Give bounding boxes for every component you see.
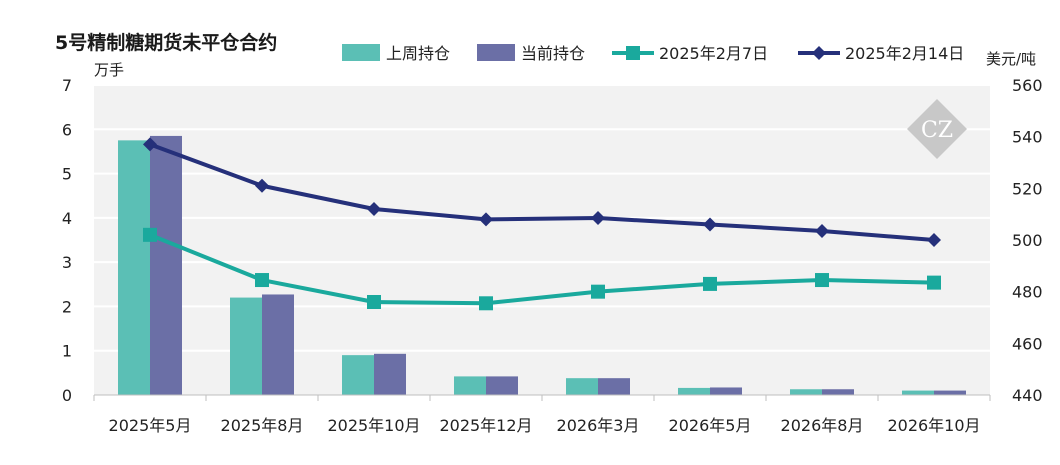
right-tick-label: 500 (1012, 231, 1043, 250)
series-line (149, 142, 935, 242)
legend-swatch (342, 44, 380, 61)
left-tick-label: 7 (62, 76, 72, 95)
bar (150, 135, 182, 395)
plot-area (94, 85, 990, 395)
x-tick-label: 2026年10月 (887, 416, 980, 435)
watermark-diamond (907, 99, 967, 159)
line-series (143, 137, 941, 311)
legend-label: 上周持仓 (386, 44, 450, 63)
bar-series (118, 135, 966, 395)
data-point (479, 212, 493, 227)
right-axis-unit: 美元/吨 (986, 50, 1036, 68)
right-tick-label: 480 (1012, 283, 1043, 302)
data-point (927, 275, 941, 290)
bar (454, 376, 486, 395)
left-tick-label: 6 (62, 120, 72, 139)
left-tick-label: 2 (62, 297, 72, 316)
left-tick-label: 1 (62, 342, 72, 361)
right-axis-ticks: 440 460 480 500 520 540 560 (1012, 76, 1043, 405)
legend-marker (812, 46, 826, 60)
right-tick-label: 540 (1012, 128, 1043, 147)
left-axis-ticks: 0 1 2 3 4 5 6 7 (62, 76, 72, 405)
chart-title: 5号精制糖期货未平仓合约 (55, 31, 277, 54)
data-point (143, 227, 157, 242)
bar (790, 389, 822, 395)
data-point (591, 284, 605, 299)
legend: 上周持仓 当前持仓 2025年2月7日 2025年2月14日 (342, 44, 964, 63)
bar (118, 140, 150, 395)
data-point (479, 296, 493, 311)
bar (598, 378, 630, 395)
x-axis-ticks: 2025年5月 2025年8月 2025年10月 2025年12月 2026年3月 202… (109, 416, 981, 435)
x-tick-label: 2025年12月 (439, 416, 532, 435)
x-tick-label: 2025年10月 (327, 416, 420, 435)
x-tick-label: 2026年8月 (781, 416, 864, 435)
legend-label: 2025年2月14日 (845, 44, 964, 63)
left-tick-label: 3 (62, 253, 72, 272)
bar (710, 387, 742, 395)
bar (822, 389, 854, 395)
watermark-text: CZ (921, 118, 953, 143)
bar (934, 390, 966, 395)
bar (374, 353, 406, 395)
x-tick-label: 2025年5月 (109, 416, 192, 435)
watermark-logo: CZ (907, 99, 967, 159)
data-point (591, 211, 605, 226)
legend-label: 当前持仓 (521, 44, 585, 63)
legend-label: 2025年2月7日 (659, 44, 768, 63)
data-point (367, 202, 381, 216)
left-tick-label: 0 (62, 386, 72, 405)
data-point (927, 233, 941, 247)
data-point (815, 273, 829, 288)
bar (902, 390, 934, 395)
x-axis (93, 394, 991, 401)
bar (678, 387, 710, 395)
data-point (815, 223, 829, 238)
right-tick-label: 520 (1012, 179, 1043, 198)
data-point (703, 276, 717, 291)
data-point (255, 273, 269, 288)
series-line (149, 232, 935, 306)
left-tick-label: 5 (62, 165, 72, 184)
x-tick-label: 2025年8月 (221, 416, 304, 435)
bar (342, 355, 374, 395)
data-point (143, 137, 157, 152)
bar (262, 294, 294, 395)
x-tick-label: 2026年3月 (557, 416, 640, 435)
bar (486, 376, 518, 395)
data-point (367, 295, 381, 309)
legend-swatch (477, 44, 515, 61)
data-point (703, 217, 717, 232)
right-tick-label: 560 (1012, 76, 1043, 95)
bar (566, 378, 598, 395)
left-axis-unit: 万手 (94, 61, 124, 79)
left-tick-label: 4 (62, 209, 72, 228)
data-point (255, 178, 269, 193)
right-tick-label: 460 (1012, 334, 1043, 353)
bar (230, 297, 262, 395)
legend-marker (626, 46, 640, 60)
right-tick-label: 440 (1012, 386, 1043, 405)
x-tick-label: 2026年5月 (669, 416, 752, 435)
